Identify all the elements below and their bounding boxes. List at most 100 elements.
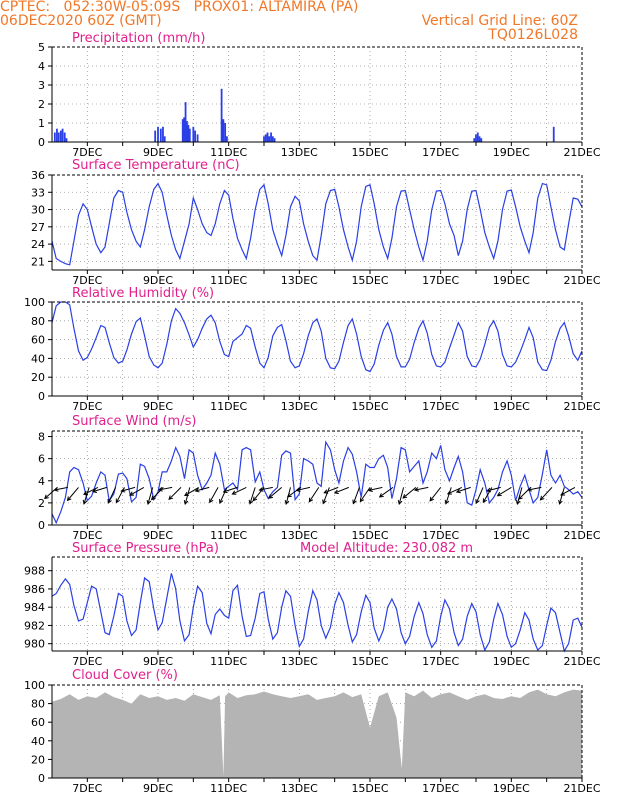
wind-xtick-label: 9DEC	[143, 529, 173, 542]
precip-bar	[271, 136, 274, 142]
precip-bar	[264, 134, 267, 142]
precip-bar	[552, 126, 555, 142]
wind-arrow	[121, 486, 136, 492]
pressure-xtick-label: 17DEC	[422, 655, 459, 668]
pressure-xtick-label: 21DEC	[563, 655, 600, 668]
wind-ytick-label: 2	[38, 497, 45, 510]
cloud-ytick-label: 60	[31, 716, 45, 729]
precip-bar	[186, 121, 188, 142]
pressure-ytick-label: 986	[24, 583, 45, 596]
precip-ytick-label: 0	[38, 136, 45, 149]
precip-bar	[181, 119, 184, 142]
rh-xtick-label: 7DEC	[72, 400, 102, 413]
wind-arrow	[486, 486, 501, 492]
wind-arrow	[259, 486, 273, 491]
wind-arrow	[334, 486, 349, 494]
rh-ytick-label: 80	[31, 315, 45, 328]
wind-arrow	[379, 486, 394, 498]
wind-arrow	[92, 486, 107, 493]
rh-xtick-label: 13DEC	[281, 400, 318, 413]
wind-arrow	[158, 486, 173, 491]
wind-arrow-head	[455, 488, 461, 494]
wind-arrow	[497, 486, 512, 497]
wind-arrow-head	[129, 491, 135, 496]
wind-arrow-head	[558, 499, 563, 505]
pressure-title: Surface Pressure (hPa)	[72, 541, 219, 556]
pressure-xtick-label: 9DEC	[143, 655, 173, 668]
precip-bar	[475, 134, 477, 142]
wind-arrow-head	[515, 499, 521, 505]
wind-arrow-head	[209, 498, 214, 504]
wind-arrow-head	[539, 495, 545, 501]
wind-arrow-head	[295, 487, 301, 493]
cloud-area	[52, 689, 582, 778]
precip-bar	[59, 130, 62, 142]
precip-xtick-label: 11DEC	[210, 146, 247, 159]
wind-arrow	[184, 486, 199, 496]
precip-ytick-label: 2	[38, 98, 45, 111]
wind-arrow	[195, 486, 210, 492]
precip-title: Precipitation (mm/h)	[72, 31, 205, 46]
wind-arrow	[540, 487, 553, 501]
wind-arrow-head	[333, 489, 339, 494]
cloud-xtick-label: 19DEC	[493, 782, 530, 795]
wind-arrow	[475, 487, 484, 504]
wind-xtick-label: 11DEC	[210, 529, 247, 542]
precip-xtick-label: 15DEC	[351, 146, 388, 159]
temp-ytick-label: 36	[31, 169, 45, 182]
cloud-panel	[48, 684, 583, 782]
wind-xtick-label: 15DEC	[351, 529, 388, 542]
cloud-ytick-label: 0	[38, 772, 45, 785]
precip-ytick-label: 5	[38, 41, 45, 54]
precip-bar	[273, 138, 276, 142]
rh-xtick-label: 19DEC	[493, 400, 530, 413]
wind-arrow	[527, 486, 542, 491]
wind-arrow-head	[413, 487, 419, 492]
cloud-ytick-label: 20	[31, 753, 45, 766]
wind-arrow	[296, 486, 311, 491]
precip-bar	[266, 132, 269, 142]
temp-ytick-label: 33	[31, 186, 45, 199]
wind-arrow	[67, 487, 79, 501]
precip-xtick-label: 7DEC	[72, 146, 102, 159]
precip-bar	[187, 124, 190, 142]
precip-bar	[184, 102, 187, 142]
wind-arrow	[308, 487, 320, 502]
rh-title: Relative Humidity (%)	[72, 286, 214, 301]
wind-arrow-head	[475, 499, 480, 505]
pressure-xtick-label: 7DEC	[72, 655, 102, 668]
wind-arrow-head	[66, 496, 72, 502]
wind-arrow	[352, 487, 360, 504]
header-model-code: TQ0126L028	[488, 27, 578, 43]
wind-arrow-head	[252, 496, 258, 502]
precip-bar	[476, 132, 479, 142]
precip-xtick-label: 17DEC	[422, 146, 459, 159]
wind-arrow	[414, 486, 429, 491]
wind-arrow-head	[44, 494, 49, 500]
rh-xtick-label: 15DEC	[351, 400, 388, 413]
temp-xtick-label: 7DEC	[72, 274, 102, 287]
precip-bar	[192, 126, 195, 142]
wind-arrow-head	[446, 490, 452, 495]
wind-arrow	[107, 487, 117, 504]
wind-arrow-head	[560, 491, 566, 496]
wind-arrow-head	[486, 487, 492, 493]
pressure-ytick-label: 984	[24, 601, 45, 614]
wind-arrow-head	[367, 487, 373, 492]
rh-xtick-label: 21DEC	[563, 400, 600, 413]
rh-line	[51, 301, 583, 373]
wind-arrow	[83, 487, 90, 504]
precip-bar	[220, 88, 223, 142]
wind-arrow-head	[248, 499, 254, 505]
temp-xtick-label: 13DEC	[281, 274, 318, 287]
pressure-panel	[48, 556, 583, 655]
wind-arrow-head	[157, 487, 163, 492]
temp-xtick-label: 19DEC	[493, 274, 530, 287]
precip-bar	[65, 138, 68, 142]
wind-arrow-head	[146, 499, 152, 505]
temp-ytick-label: 24	[31, 238, 45, 251]
precip-bar	[157, 126, 159, 142]
wind-arrow-head	[352, 499, 357, 505]
wind-arrow-head	[219, 499, 224, 505]
precip-bar	[226, 136, 228, 142]
